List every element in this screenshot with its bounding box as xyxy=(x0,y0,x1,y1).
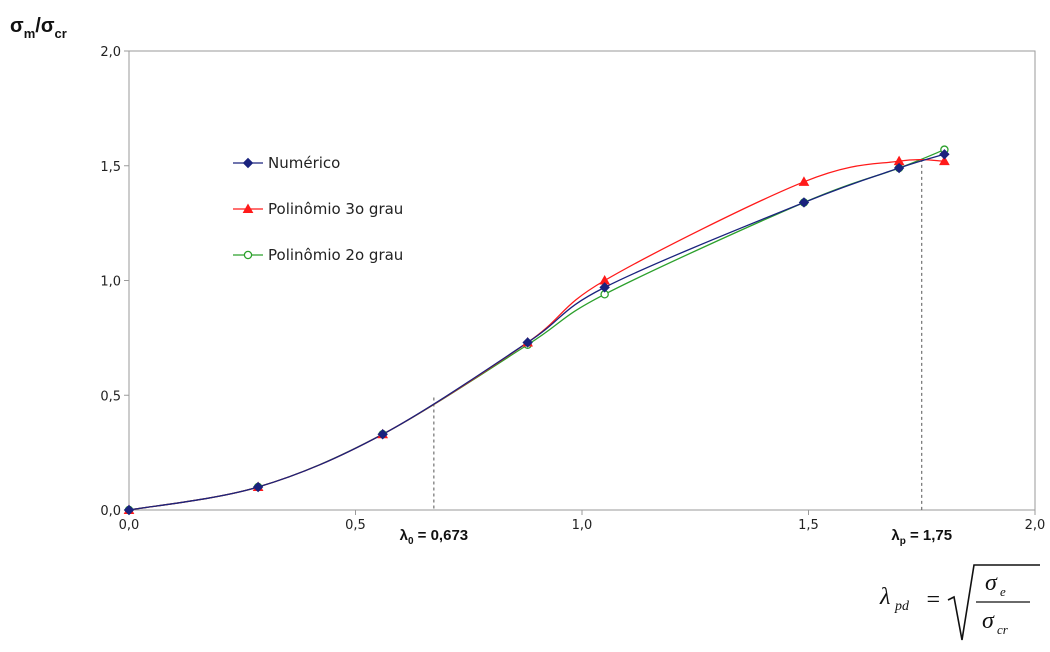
data-point-diamond xyxy=(939,149,950,160)
legend-label: Polinômio 3o grau xyxy=(268,200,403,218)
data-point-triangle xyxy=(798,176,810,186)
formula-sqrt-sign xyxy=(947,564,1040,641)
series-line xyxy=(128,149,945,511)
formula-lambda-sub: pd xyxy=(894,599,910,614)
y-tick-label: 1,5 xyxy=(100,160,121,175)
reference-label: λp = 1,75 xyxy=(891,527,952,547)
legend-label: Numérico xyxy=(268,154,340,172)
y-tick-label: 1,0 xyxy=(100,275,121,290)
series-layer xyxy=(123,145,950,516)
legend: Numérico Polinômio 3o grau Polinômio 2o gr… xyxy=(233,154,403,264)
data-point-diamond xyxy=(599,282,610,293)
formula-equals: = xyxy=(925,587,941,613)
x-tick-label: 0,5 xyxy=(345,518,366,533)
y-axis-label: σm/σcr xyxy=(10,15,67,41)
plot-area xyxy=(128,50,1036,511)
data-point-diamond xyxy=(798,197,810,208)
x-tick-label: 1,0 xyxy=(572,518,593,533)
y-tick-label: 0,5 xyxy=(100,389,121,404)
reference-label: λ0 = 0,673 xyxy=(400,527,469,547)
reference-lines: λ0 = 0,673 λp = 1,75 xyxy=(400,158,952,547)
data-point-triangle xyxy=(242,203,254,213)
data-point-diamond xyxy=(242,157,254,169)
formula-numerator: σ xyxy=(985,570,998,596)
y-tick-label: 0,0 xyxy=(100,504,121,519)
y-label-slash: / xyxy=(35,15,41,37)
data-point-diamond xyxy=(252,481,264,493)
legend-label: Polinômio 2o grau xyxy=(268,246,403,264)
lambda-pd-formula: λ pd = σ e σ cr xyxy=(879,564,1040,641)
y-label-sigma-cr: σ xyxy=(41,15,55,37)
y-tick-label: 2,0 xyxy=(100,45,121,60)
formula-numerator-sub: e xyxy=(1000,584,1006,599)
x-tick-label: 2,0 xyxy=(1025,518,1046,533)
axis-ticks: 0,0 0,5 1,0 1,5 2,0 0,0 0,5 1,0 1,5 2,0 xyxy=(100,45,1045,533)
data-point-triangle xyxy=(939,155,950,166)
y-label-sub-cr: cr xyxy=(55,26,67,41)
data-point-diamond xyxy=(893,162,905,174)
formula-denominator-sub: cr xyxy=(997,622,1009,637)
y-label-sigma-m: σ xyxy=(10,15,24,37)
y-label-sub-m: m xyxy=(24,26,36,41)
formula-lambda: λ xyxy=(879,584,890,610)
data-point-diamond xyxy=(123,504,135,516)
formula-denominator: σ xyxy=(982,608,995,634)
series-line xyxy=(128,153,945,511)
data-point-diamond xyxy=(522,337,533,348)
data-point-circle xyxy=(243,250,253,260)
x-tick-label: 0,0 xyxy=(119,518,140,533)
data-point-diamond xyxy=(377,429,388,440)
x-tick-label: 1,5 xyxy=(798,518,819,533)
